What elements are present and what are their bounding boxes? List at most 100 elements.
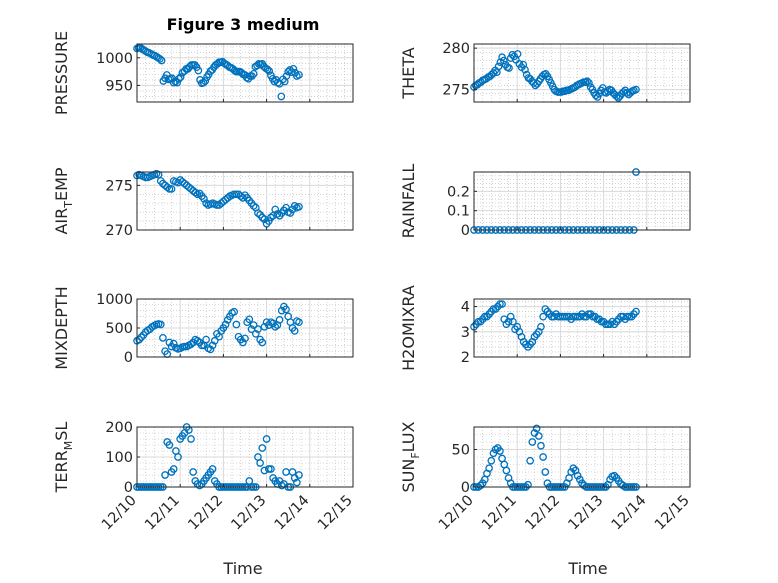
axes-box: [473, 426, 691, 488]
data-point: [485, 464, 493, 473]
data-point: [496, 447, 504, 455]
data-point: [193, 336, 202, 345]
data-point: [289, 65, 298, 73]
y-tick-label: 100: [105, 450, 133, 466]
data-point: [610, 471, 619, 480]
y-tick-label: 270: [105, 223, 133, 239]
data-point: [524, 480, 532, 489]
data-point: [295, 318, 303, 327]
data-point: [506, 479, 515, 488]
data-point: [260, 322, 269, 331]
data-point: [191, 61, 199, 69]
data-point: [519, 60, 528, 69]
data-point: [539, 453, 547, 461]
y-tick-label: 200: [105, 420, 133, 436]
y-tick-label: 50: [452, 443, 470, 459]
data-point: [292, 478, 301, 487]
data-point: [187, 435, 195, 443]
x-tick-label: 12/11: [479, 493, 520, 534]
data-point: [208, 341, 217, 350]
data-point: [567, 468, 576, 476]
data-point: [232, 320, 241, 329]
axes-box: [473, 43, 691, 103]
x-tick-label: 12/10: [99, 493, 140, 534]
data-point: [197, 341, 206, 350]
data-point: [532, 424, 541, 433]
data-point: [194, 66, 203, 75]
data-point: [157, 56, 166, 65]
data-point: [245, 315, 254, 324]
figure-title: Figure 3 medium: [167, 15, 320, 34]
y-tick-label: 500: [105, 321, 133, 337]
data-point: [526, 456, 535, 465]
data-point: [135, 335, 144, 344]
data-point: [221, 320, 230, 329]
data-point: [573, 471, 582, 480]
subplot-7: 0 100 200 12/10 12/11 12/12 12/13 12/14 12/15 TER…: [52, 420, 356, 533]
data-point: [290, 202, 299, 210]
data-point: [169, 465, 178, 473]
plot-area: [474, 44, 690, 102]
data-point: [560, 312, 569, 321]
data-point: [277, 92, 286, 101]
data-point: [295, 71, 303, 79]
data-point: [253, 61, 261, 70]
data-point: [178, 68, 187, 77]
data-point: [487, 456, 496, 465]
data-point: [202, 335, 210, 344]
data-point: [210, 336, 219, 345]
data-point: [165, 441, 174, 449]
data-markers: [133, 44, 303, 101]
x-tick-label: 12/14: [272, 493, 313, 534]
data-point: [156, 55, 164, 63]
subplot-3: 270 275 AIRTEMP: [52, 167, 354, 239]
data-point: [623, 89, 631, 97]
data-point: [539, 312, 547, 321]
data-point: [489, 449, 498, 458]
data-point: [232, 190, 241, 199]
data-point: [258, 444, 267, 452]
data-point: [528, 438, 537, 446]
data-point: [165, 185, 174, 193]
data-point: [175, 74, 183, 83]
x-tick-label: 12/15: [652, 493, 693, 534]
y-tick-label: 0: [461, 223, 470, 239]
axes-box: [136, 43, 354, 103]
data-point: [583, 77, 592, 86]
data-point: [282, 72, 291, 80]
data-point: [230, 307, 239, 316]
data-point: [176, 73, 185, 81]
data-point: [264, 465, 273, 473]
data-point: [206, 345, 215, 354]
y-tick-label: 275: [105, 178, 133, 194]
data-point: [156, 320, 165, 329]
y-tick-label: 1000: [96, 51, 133, 67]
data-point: [213, 201, 221, 209]
y-tick-label: 0.1: [447, 204, 470, 220]
data-point: [478, 479, 487, 488]
x-tick-label: 12/14: [609, 493, 650, 534]
data-point: [241, 334, 249, 343]
axes-box: [473, 171, 691, 231]
data-point: [537, 441, 545, 450]
subplot-6: 2 3 4 H2OMIXRA: [399, 285, 691, 371]
data-point: [191, 188, 200, 197]
data-point: [632, 85, 640, 94]
plot-area: [474, 299, 690, 357]
data-point: [575, 475, 584, 484]
data-point: [174, 453, 182, 461]
data-point: [571, 312, 580, 321]
axes-box: [473, 298, 691, 358]
data-point: [295, 471, 303, 479]
data-point: [282, 305, 290, 314]
x-tick-label: 12/13: [229, 493, 270, 534]
data-point: [256, 459, 264, 467]
x-tick-label: 12/12: [185, 493, 226, 534]
data-point: [187, 340, 195, 349]
data-point: [267, 213, 275, 222]
y-axis-label: SUNFLUX: [399, 421, 422, 492]
data-point: [271, 322, 280, 331]
data-point: [199, 78, 208, 87]
y-axis-label: THETA: [399, 47, 418, 99]
